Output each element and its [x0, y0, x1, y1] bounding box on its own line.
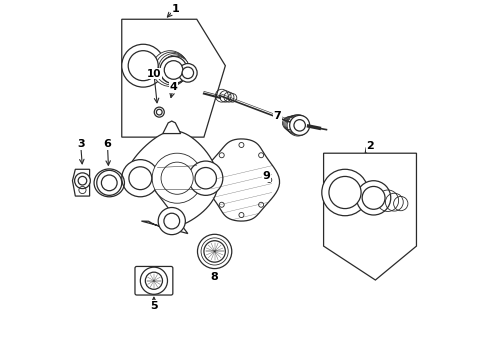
Polygon shape: [122, 19, 225, 137]
Text: 1: 1: [172, 4, 179, 14]
Text: 4: 4: [170, 82, 177, 92]
Circle shape: [122, 159, 159, 197]
Circle shape: [146, 272, 163, 289]
Circle shape: [165, 57, 189, 81]
Text: 2: 2: [366, 141, 374, 151]
Circle shape: [154, 107, 164, 117]
Text: 9: 9: [263, 171, 270, 181]
Text: 10: 10: [147, 68, 161, 78]
Circle shape: [195, 167, 217, 189]
Circle shape: [178, 64, 197, 82]
Circle shape: [122, 44, 165, 87]
Circle shape: [356, 181, 391, 215]
Circle shape: [290, 115, 310, 135]
Circle shape: [152, 153, 202, 203]
Circle shape: [97, 170, 122, 195]
Circle shape: [158, 207, 185, 235]
Circle shape: [164, 61, 183, 79]
Circle shape: [155, 52, 188, 85]
Polygon shape: [163, 121, 181, 134]
Polygon shape: [323, 153, 416, 280]
Circle shape: [129, 167, 152, 190]
Text: 8: 8: [211, 272, 219, 282]
Polygon shape: [203, 139, 279, 221]
Circle shape: [197, 234, 232, 269]
Text: 3: 3: [77, 139, 84, 149]
Circle shape: [162, 55, 189, 82]
Circle shape: [152, 51, 188, 86]
Circle shape: [159, 54, 189, 84]
Polygon shape: [132, 131, 218, 234]
Circle shape: [160, 57, 187, 84]
Circle shape: [329, 176, 361, 208]
Circle shape: [101, 175, 117, 191]
Circle shape: [294, 120, 305, 131]
Circle shape: [189, 161, 223, 195]
Circle shape: [182, 67, 194, 78]
Polygon shape: [73, 169, 90, 196]
Circle shape: [156, 109, 162, 115]
FancyBboxPatch shape: [135, 266, 173, 295]
Text: 7: 7: [273, 111, 281, 121]
Circle shape: [161, 162, 193, 194]
Circle shape: [128, 51, 158, 81]
Circle shape: [74, 173, 90, 189]
Text: 6: 6: [103, 139, 111, 149]
Text: 5: 5: [150, 301, 158, 311]
Circle shape: [322, 169, 368, 216]
Circle shape: [362, 186, 385, 209]
Circle shape: [164, 213, 180, 229]
Circle shape: [78, 176, 87, 185]
Circle shape: [140, 267, 168, 294]
Circle shape: [204, 241, 225, 262]
